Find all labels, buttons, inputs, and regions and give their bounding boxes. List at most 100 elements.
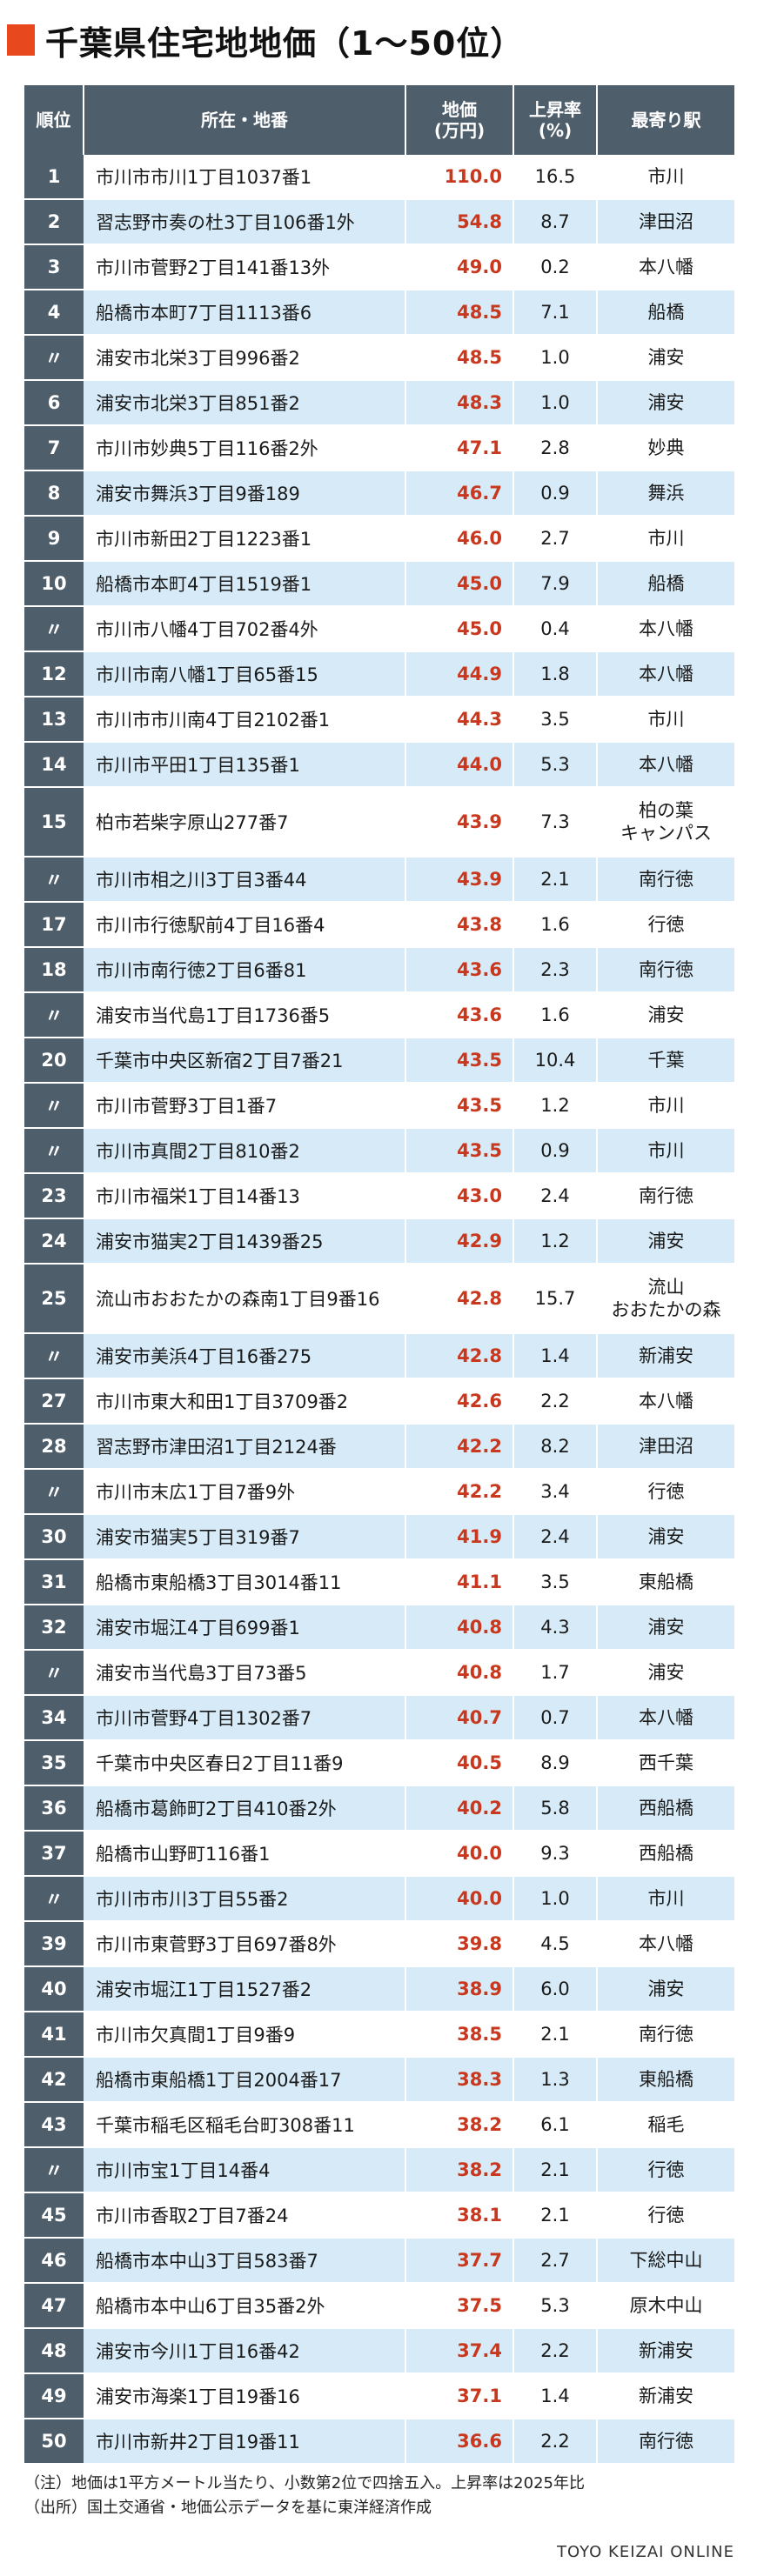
table-row: 〃市川市宝1丁目14番4 38.2 2.1 行徳 <box>24 2147 734 2193</box>
station-cell: 浦安 <box>597 380 734 426</box>
rate-cell: 2.4 <box>513 1173 598 1219</box>
header-rank: 順位 <box>24 85 84 155</box>
table-row: 28 習志野市津田沼1丁目2124番 42.2 8.2 津田沼 <box>24 1424 734 1470</box>
station-name: 本八幡 <box>639 754 693 775</box>
price-cell: 48.5 <box>405 290 514 336</box>
footnote-note: （注）地価は1平方メートル当たり、小数第2位で四捨五入。上昇率は2025年比 <box>24 2474 585 2493</box>
station-cell: 船橋 <box>597 561 734 607</box>
table-body: 1 市川市市川1丁目1037番1 110.0 16.5 市川 2 習志野市奏の杜3丁目106… <box>24 155 734 2465</box>
address-cell: 市川市南行徳2丁目6番81 <box>84 947 406 993</box>
table-row: 14 市川市平田1丁目135番1 44.0 5.3 本八幡 <box>24 742 734 788</box>
price-cell: 47.1 <box>405 425 514 471</box>
address-cell: 流山市おおたかの森南1丁目9番16 <box>84 1264 406 1334</box>
station-cell: 行徳 <box>597 2192 734 2239</box>
station-name: 市川 <box>647 528 685 549</box>
station-name: 船橋 <box>647 573 685 594</box>
address-cell: 市川市香取2丁目7番24 <box>84 2192 406 2239</box>
price-cell: 38.3 <box>405 2057 514 2103</box>
rate-cell: 0.9 <box>513 1128 598 1174</box>
rate-cell: 2.1 <box>513 857 598 903</box>
rank-cell: 〃 <box>24 606 84 652</box>
rate-cell: 1.6 <box>513 902 598 948</box>
table-row: 30 浦安市猫実5丁目319番7 41.9 2.4 浦安 <box>24 1514 734 1560</box>
price-cell: 43.9 <box>405 857 514 903</box>
rank-cell: 49 <box>24 2373 84 2419</box>
price-cell: 40.8 <box>405 1605 514 1651</box>
rank-cell: 12 <box>24 651 84 697</box>
rank-cell: 14 <box>24 742 84 788</box>
rate-cell: 1.2 <box>513 1083 598 1129</box>
title-accent-square <box>7 24 35 56</box>
header-rate: 上昇率 (%) <box>513 85 598 155</box>
table-row: 43 千葉市稲毛区稲毛台町308番11 38.2 6.1 稲毛 <box>24 2102 734 2148</box>
station-name: 津田沼 <box>639 211 693 232</box>
station-name: 西千葉 <box>639 1752 693 1773</box>
address-cell: 市川市菅野2丁目141番13外 <box>84 244 406 290</box>
station-name: 南行徳 <box>639 959 693 980</box>
rate-cell: 9.3 <box>513 1831 598 1877</box>
price-cell: 41.1 <box>405 1559 514 1605</box>
rank-cell: 46 <box>24 2238 84 2284</box>
table-row: 25 流山市おおたかの森南1丁目9番16 42.8 15.7 流山 おおたかの森 <box>24 1264 734 1334</box>
station-name: 本八幡 <box>639 618 693 639</box>
station-name: 浦安 <box>647 1662 685 1683</box>
table-row: 〃浦安市北栄3丁目996番2 48.5 1.0 浦安 <box>24 335 734 381</box>
rank-cell: 〃 <box>24 1128 84 1174</box>
station-cell: 本八幡 <box>597 742 734 788</box>
table-row: 37 船橋市山野町116番1 40.0 9.3 西船橋 <box>24 1831 734 1877</box>
rank-cell: 42 <box>24 2057 84 2103</box>
rank-cell: 〃 <box>24 1650 84 1696</box>
rank-cell: 4 <box>24 290 84 336</box>
rank-cell: 50 <box>24 2419 84 2465</box>
station-name: 行徳 <box>647 2159 685 2180</box>
rank-cell: 2 <box>24 199 84 245</box>
price-cell: 43.8 <box>405 902 514 948</box>
price-cell: 38.2 <box>405 2147 514 2193</box>
station-cell: 市川 <box>597 1876 734 1922</box>
title-bar: 千葉県住宅地地価（1〜50位） <box>7 17 524 63</box>
table-row: 36 船橋市葛飾町2丁目410番2外 40.2 5.8 西船橋 <box>24 1785 734 1832</box>
rate-cell: 1.3 <box>513 2057 598 2103</box>
station-name: 舞浜 <box>647 483 685 504</box>
price-cell: 38.5 <box>405 2012 514 2058</box>
footnote-source: （出所）国土交通省・地価公示データを基に東洋経済作成 <box>24 2499 432 2517</box>
rate-cell: 7.9 <box>513 561 598 607</box>
address-cell: 船橋市本中山6丁目35番2外 <box>84 2283 406 2329</box>
station-name: 南行徳 <box>639 2431 693 2452</box>
rate-cell: 10.4 <box>513 1038 598 1084</box>
price-cell: 43.9 <box>405 787 514 858</box>
station-name: 本八幡 <box>639 1391 693 1411</box>
table-row: 45 市川市香取2丁目7番24 38.1 2.1 行徳 <box>24 2192 734 2239</box>
station-cell: 稲毛 <box>597 2102 734 2148</box>
station-name-line2: キャンパス <box>620 823 712 844</box>
rate-cell: 1.0 <box>513 1876 598 1922</box>
address-cell: 市川市真間2丁目810番2 <box>84 1128 406 1174</box>
rate-cell: 8.7 <box>513 199 598 245</box>
rank-cell: 30 <box>24 1514 84 1560</box>
rank-cell: 18 <box>24 947 84 993</box>
header-price-line2: (万円) <box>433 120 486 141</box>
address-cell: 千葉市中央区新宿2丁目7番21 <box>84 1038 406 1084</box>
address-cell: 習志野市奏の杜3丁目106番1外 <box>84 199 406 245</box>
address-cell: 市川市市川3丁目55番2 <box>84 1876 406 1922</box>
price-cell: 45.0 <box>405 606 514 652</box>
address-cell: 市川市平田1丁目135番1 <box>84 742 406 788</box>
station-name: 西船橋 <box>639 1798 693 1819</box>
table-row: 8 浦安市舞浜3丁目9番189 46.7 0.9 舞浜 <box>24 470 734 517</box>
rate-cell: 1.8 <box>513 651 598 697</box>
rate-cell: 6.1 <box>513 2102 598 2148</box>
address-cell: 浦安市堀江1丁目1527番2 <box>84 1966 406 2012</box>
address-cell: 千葉市中央区春日2丁目11番9 <box>84 1740 406 1786</box>
table-row: 〃市川市八幡4丁目702番4外 45.0 0.4 本八幡 <box>24 606 734 652</box>
table-row: 12 市川市南八幡1丁目65番15 44.9 1.8 本八幡 <box>24 651 734 697</box>
rate-cell: 3.5 <box>513 697 598 743</box>
rank-cell: 7 <box>24 425 84 471</box>
station-cell: 新浦安 <box>597 1333 734 1379</box>
price-cell: 43.0 <box>405 1173 514 1219</box>
address-cell: 市川市菅野3丁目1番7 <box>84 1083 406 1129</box>
table-row: 24 浦安市猫実2丁目1439番25 42.9 1.2 浦安 <box>24 1218 734 1265</box>
table-row: 3 市川市菅野2丁目141番13外 49.0 0.2 本八幡 <box>24 244 734 290</box>
address-cell: 浦安市海楽1丁目19番16 <box>84 2373 406 2419</box>
address-cell: 浦安市今川1丁目16番42 <box>84 2328 406 2374</box>
station-cell: 舞浜 <box>597 470 734 517</box>
